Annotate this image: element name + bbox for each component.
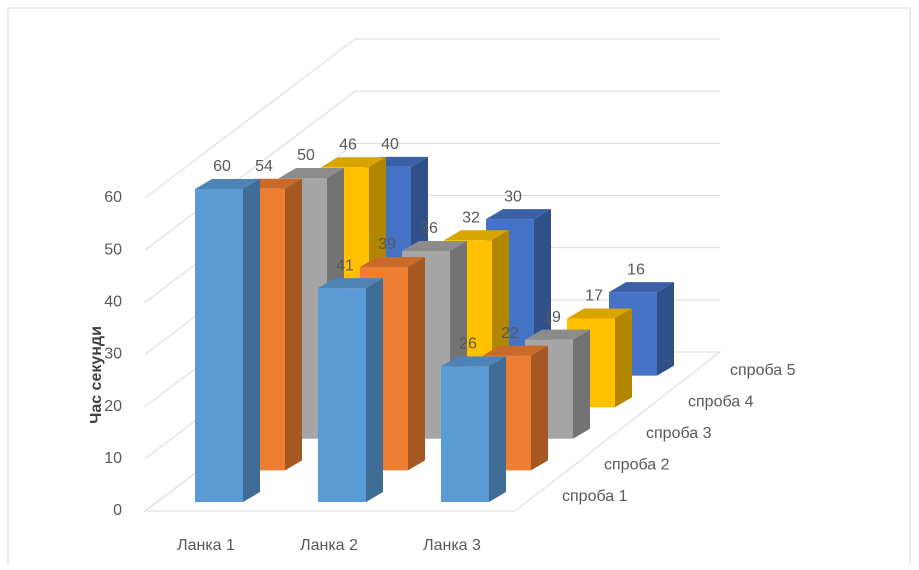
bar (441, 356, 506, 502)
data-label: 60 (213, 158, 231, 175)
data-label: 30 (504, 188, 522, 205)
y-tick-label: 60 (104, 189, 122, 206)
data-label: 16 (627, 261, 645, 278)
data-label: 17 (585, 288, 603, 305)
bar-front (195, 189, 243, 502)
bar-top (609, 282, 674, 293)
y-tick-label: 10 (104, 450, 122, 467)
y-tick-label: 50 (104, 241, 122, 258)
y-axis-title: Час секунди (88, 326, 105, 424)
bar-top (483, 345, 548, 356)
depth-label: спроба 1 (562, 488, 628, 505)
bar-front (441, 366, 489, 502)
bar-top (444, 230, 509, 241)
data-label: 41 (336, 257, 354, 274)
bar-top (318, 278, 383, 289)
data-label: 26 (459, 336, 477, 353)
bar-side (243, 179, 260, 502)
data-label: 39 (378, 236, 396, 253)
x-tick-label: Ланка 2 (300, 537, 358, 554)
bar-side (573, 329, 590, 439)
x-tick-label: Ланка 3 (423, 537, 481, 554)
y-tick-label: 40 (104, 294, 122, 311)
data-label: 19 (543, 309, 561, 326)
depth-label: спроба 5 (730, 362, 796, 379)
bar-top (279, 167, 344, 178)
bar-top (360, 256, 425, 267)
bar-top (567, 308, 632, 319)
data-label: 36 (420, 220, 438, 237)
bar-top (195, 179, 260, 189)
bar-side (489, 356, 506, 502)
bar-side (615, 308, 632, 408)
bar-side (285, 178, 302, 471)
data-label: 46 (339, 136, 357, 153)
bar-top (486, 209, 551, 220)
x-tick-label: Ланка 1 (177, 537, 235, 554)
y-tick-label: 0 (113, 502, 122, 519)
bar-side (408, 256, 425, 471)
bar-side (366, 278, 383, 502)
bar-front (318, 288, 366, 502)
y-tick-label: 20 (104, 398, 122, 415)
bar-side (657, 282, 674, 376)
bar-top (321, 157, 386, 168)
data-label: 40 (381, 136, 399, 153)
depth-label: спроба 4 (688, 393, 754, 410)
bar-top (402, 241, 467, 251)
bar (318, 278, 383, 502)
bar (195, 179, 260, 502)
data-label: 50 (297, 147, 315, 164)
y-tick-label: 30 (104, 346, 122, 363)
data-label: 22 (501, 325, 519, 342)
depth-label: спроба 3 (646, 425, 712, 442)
bar-top (441, 356, 506, 367)
data-label: 32 (462, 209, 480, 226)
depth-label: спроба 2 (604, 457, 670, 474)
bar-top (525, 329, 590, 340)
data-label: 54 (255, 158, 273, 175)
grid-line (144, 38, 720, 199)
bar-side (531, 345, 548, 471)
